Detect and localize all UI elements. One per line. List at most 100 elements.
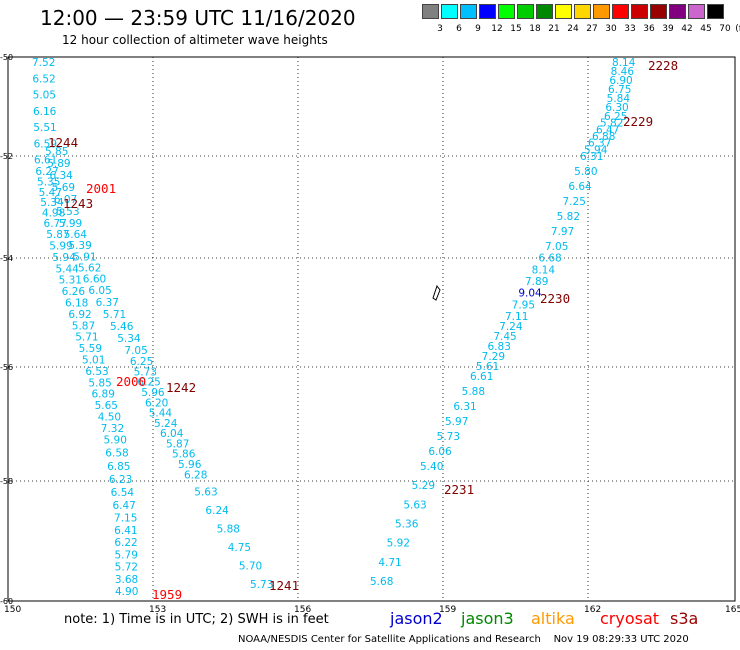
wave-height-value: 7.89: [525, 276, 548, 288]
wave-height-value: 7.32: [101, 423, 124, 435]
legend-label: 9: [475, 24, 481, 34]
longitude-tick-label: 156: [294, 605, 311, 615]
wave-height-value: 6.18: [65, 298, 88, 310]
wave-height-value: 7.05: [124, 345, 147, 357]
wave-height-value: 6.34: [49, 170, 73, 182]
wave-height-value: 6.68: [538, 253, 561, 265]
credit-line: NOAA/NESDIS Center for Satellite Applica…: [238, 634, 689, 645]
wave-height-value: 5.24: [154, 418, 178, 430]
wave-height-value: 8.46: [611, 66, 635, 78]
wave-height-value: 4.75: [228, 542, 251, 554]
wave-height-value: 6.24: [205, 505, 229, 517]
wave-height-value: 5.87: [72, 320, 95, 332]
wave-height-value: 5.97: [445, 416, 468, 428]
legend-label: 42: [681, 24, 693, 34]
units-note: note: 1) Time is in UTC; 2) SWH is in fe…: [64, 612, 329, 627]
legend-label: 6: [456, 24, 462, 34]
pass-time-label: 1242: [166, 380, 196, 395]
latitude-tick-label: -54: [0, 254, 13, 263]
wave-height-value: 7.45: [493, 331, 516, 343]
legend-swatch: [593, 4, 610, 19]
wave-height-value: 7.95: [512, 299, 535, 311]
latitude-tick-label: -56: [0, 363, 13, 372]
wave-height-value: 5.87: [46, 229, 69, 241]
wave-height-value: 8.14: [612, 57, 636, 69]
wave-height-value: 6.60: [83, 274, 106, 286]
wave-height-value: 7.05: [545, 241, 568, 253]
wave-height-value: 6.59: [34, 138, 57, 150]
wave-height-value: 8.14: [532, 264, 556, 276]
wave-height-value: 5.05: [33, 90, 56, 102]
wave-height-value: 6.27: [35, 166, 58, 178]
wave-height-value: 4.50: [98, 411, 121, 423]
wave-height-value: 7.29: [482, 351, 505, 363]
wave-height-value: 5.91: [73, 251, 96, 263]
wave-height-value: 6.25: [137, 377, 160, 389]
wave-height-value: 5.68: [370, 576, 393, 588]
map-subtitle: 12 hour collection of altimeter wave hei…: [62, 33, 328, 47]
wave-height-value: 6.28: [184, 469, 207, 481]
wave-height-value: 6.88: [592, 131, 615, 143]
satellite-jason2-label: jason2: [390, 609, 443, 628]
pass-time-label: 2228: [648, 58, 678, 73]
wave-height-value: 5.35: [37, 176, 60, 188]
wave-height-value: 6.30: [605, 102, 628, 114]
wave-height-value: 5.47: [39, 187, 62, 199]
wave-height-value: 5.71: [103, 309, 126, 321]
wave-height-value: 5.99: [59, 218, 82, 230]
wave-height-value: 6.77: [44, 218, 67, 230]
wave-height-value: 5.82: [600, 118, 623, 130]
pass-time-label: 2001: [86, 181, 116, 196]
latitude-tick-label: -50: [0, 53, 13, 62]
latitude-tick-label: -60: [0, 597, 13, 606]
wave-height-value: 6.25: [604, 111, 627, 123]
wave-height-value: 6.47: [112, 500, 135, 512]
legend-swatch: [517, 4, 534, 19]
satellite-s3a-label: s3a: [670, 609, 699, 628]
wave-height-value: 5.92: [387, 538, 410, 550]
wave-height-value: 6.75: [608, 84, 631, 96]
wave-height-value: 5.34: [40, 197, 64, 209]
wave-height-value: 5.89: [47, 158, 70, 170]
wave-height-value: 6.16: [33, 106, 57, 118]
wave-height-value: 7.11: [505, 311, 528, 323]
pass-time-label: 1244: [48, 135, 78, 150]
wave-height-value: 6.07: [54, 194, 77, 206]
wave-height-value: 6.61: [34, 155, 57, 167]
legend-swatch: [498, 4, 515, 19]
wave-height-value: 6.85: [107, 461, 130, 473]
legend-label: 45: [700, 24, 712, 34]
wave-height-value: 5.90: [104, 435, 127, 447]
wave-height-value: 4.90: [115, 586, 138, 598]
wave-height-value: 5.86: [172, 449, 196, 461]
wave-height-value: 7.15: [114, 513, 137, 525]
wave-height-value: 5.59: [79, 343, 102, 355]
wave-height-value: 6.41: [114, 525, 137, 537]
legend-swatch: [707, 4, 724, 19]
wave-height-value: 5.40: [420, 461, 443, 473]
wave-height-value: 6.23: [109, 474, 132, 486]
legend-label: 15: [510, 24, 522, 34]
wave-height-value: 5.69: [52, 182, 75, 194]
wave-height-value: 5.51: [33, 122, 56, 134]
legend-swatch: [555, 4, 572, 19]
pass-time-label: 2230: [540, 291, 570, 306]
wave-height-value: 5.61: [476, 361, 499, 373]
wave-height-value: 6.31: [453, 401, 476, 413]
wave-height-value: 6.52: [32, 73, 55, 85]
wave-height-value: 5.99: [49, 241, 72, 253]
legend-label: 39: [662, 24, 674, 34]
wave-height-value: 6.06: [428, 446, 452, 458]
wave-height-value: 5.36: [395, 519, 419, 531]
map-frame: [7, 56, 736, 602]
wave-height-value: 6.61: [470, 371, 493, 383]
wave-height-value: 6.20: [145, 397, 168, 409]
wave-height-value: 7.25: [563, 196, 586, 208]
pass-time-label: 1959: [152, 587, 182, 602]
wave-height-value: 5.96: [141, 387, 165, 399]
wave-height-value: 5.71: [75, 332, 98, 344]
legend-label: 36: [643, 24, 655, 34]
wave-height-value: 5.70: [239, 560, 262, 572]
wave-height-value: 5.39: [68, 240, 91, 252]
legend-swatch: [479, 4, 496, 19]
